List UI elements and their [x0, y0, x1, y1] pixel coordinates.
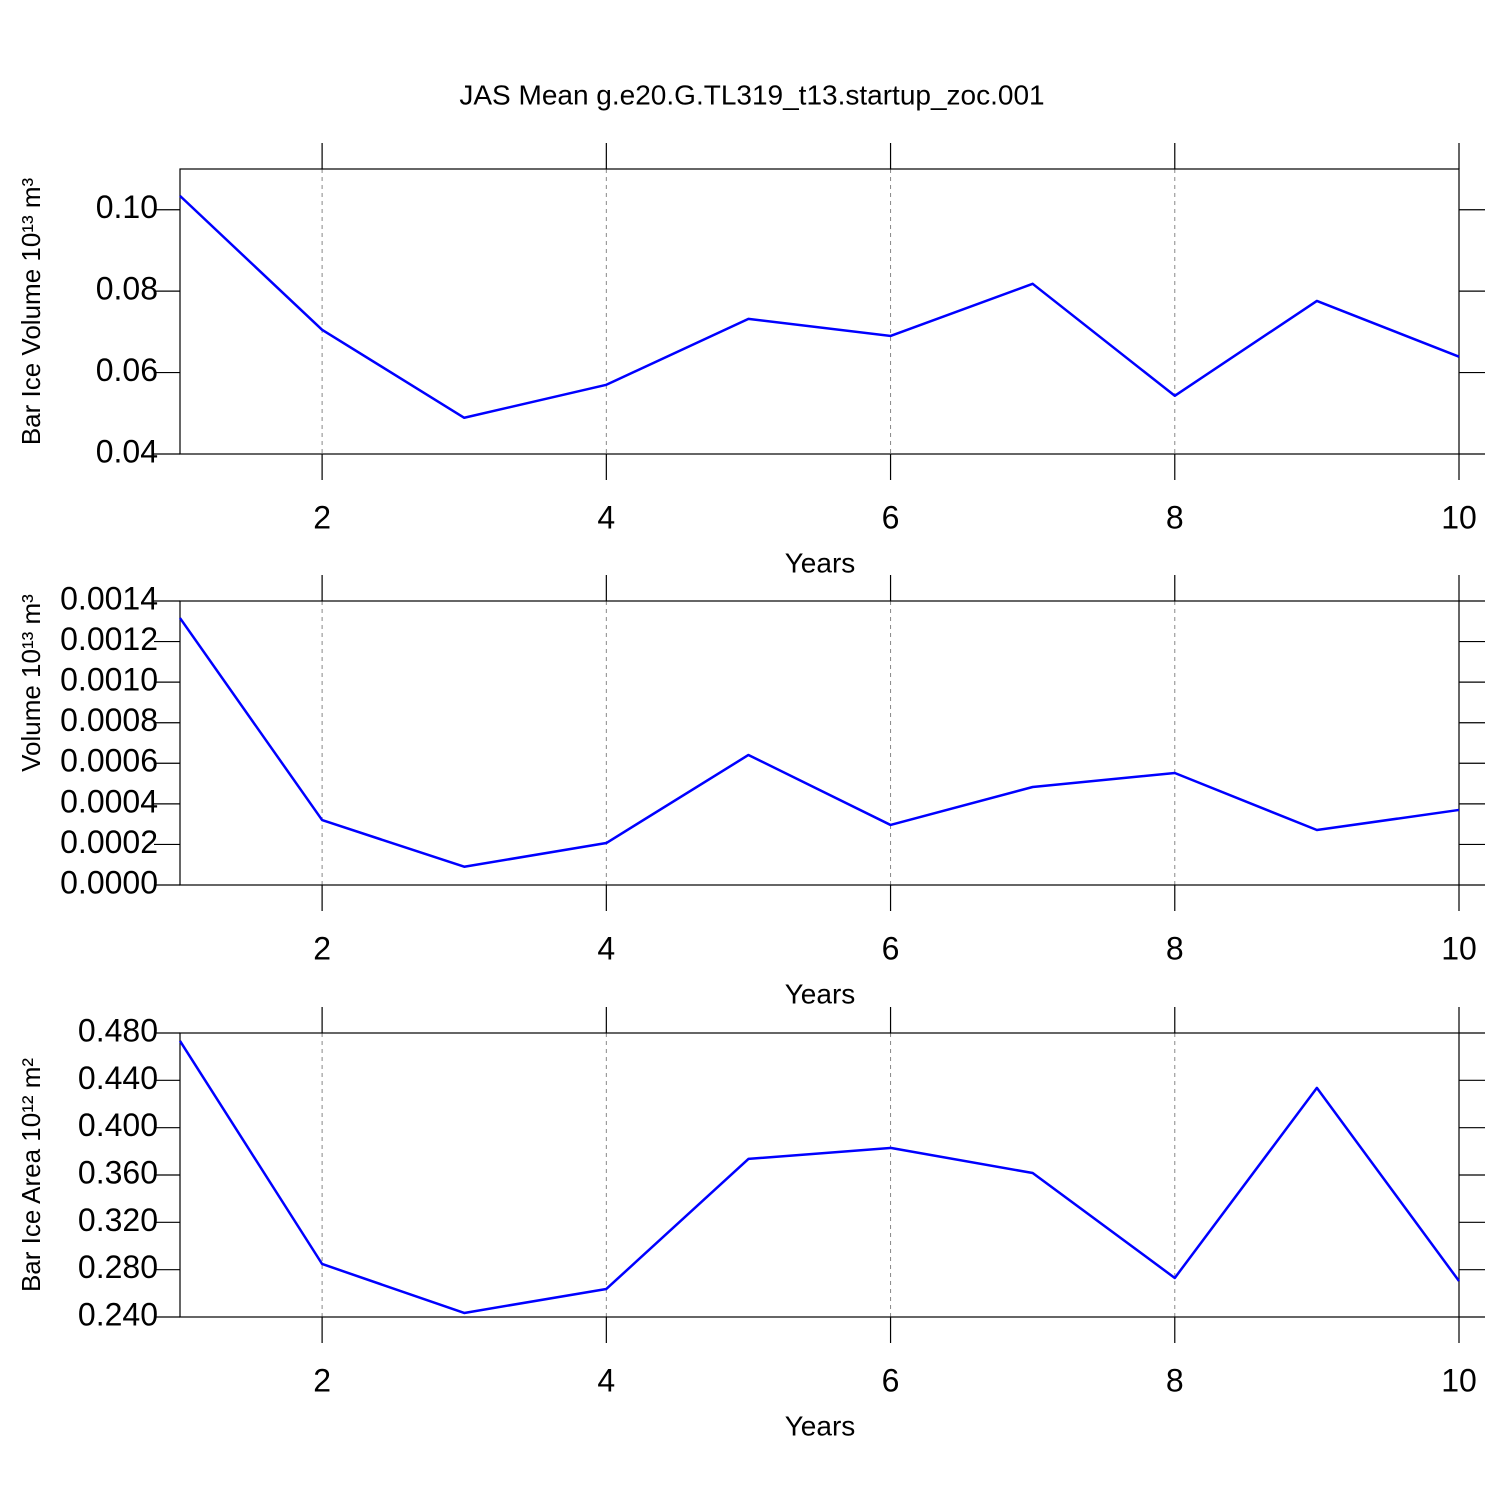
y-axis-label: Bar Snow Volume 10¹³ m³ [16, 594, 46, 892]
x-tick-label: 4 [597, 499, 615, 535]
x-tick-label: 6 [882, 930, 900, 966]
x-tick-label: 4 [597, 930, 615, 966]
x-tick-label: 10 [1441, 930, 1477, 966]
figure-title: JAS Mean g.e20.G.TL319_t13.startup_zoc.0… [459, 79, 1044, 110]
x-tick-label: 6 [882, 1362, 900, 1398]
x-axis-label: Years [785, 978, 856, 1009]
y-tick-label: 0.0010 [60, 662, 158, 698]
x-tick-label: 8 [1166, 499, 1184, 535]
y-tick-label: 0.400 [78, 1107, 158, 1143]
y-tick-label: 0.10 [96, 189, 158, 225]
y-axis-label: Bar Ice Volume 10¹³ m³ [16, 178, 46, 446]
y-axis-label: Bar Ice Area 10¹² m² [16, 1058, 46, 1292]
x-tick-label: 2 [313, 499, 331, 535]
y-tick-label: 0.320 [78, 1202, 158, 1238]
y-tick-label: 0.0008 [60, 702, 158, 738]
data-line [179, 194, 1460, 420]
x-axis-label: Years [785, 1410, 856, 1441]
y-tick-label: 0.0012 [60, 621, 158, 657]
y-tick-label: 0.280 [78, 1249, 158, 1285]
y-tick-label: 0.240 [78, 1296, 158, 1332]
y-tick-label: 0.0000 [60, 864, 158, 900]
y-tick-label: 0.440 [78, 1060, 158, 1096]
y-tick-label: 0.0014 [60, 580, 158, 616]
x-tick-label: 8 [1166, 1362, 1184, 1398]
y-tick-label: 0.0004 [60, 783, 158, 819]
y-tick-label: 0.08 [96, 271, 158, 307]
x-axis-label: Years [785, 547, 856, 578]
y-tick-label: 0.0002 [60, 824, 158, 860]
y-tick-label: 0.06 [96, 352, 158, 388]
data-line [178, 617, 1460, 868]
x-tick-label: 8 [1166, 930, 1184, 966]
plot-frame [179, 600, 1460, 886]
plot-frame [179, 1032, 1460, 1318]
x-tick-label: 6 [882, 499, 900, 535]
y-tick-label: 0.360 [78, 1154, 158, 1190]
y-tick-label: 0.0006 [60, 743, 158, 779]
x-tick-label: 10 [1441, 1362, 1477, 1398]
plot-frame [179, 168, 1460, 455]
x-tick-label: 4 [597, 1362, 615, 1398]
x-tick-label: 2 [313, 930, 331, 966]
data-line [178, 1040, 1461, 1315]
x-tick-label: 2 [313, 1362, 331, 1398]
y-tick-label: 0.04 [96, 433, 158, 469]
y-tick-label: 0.480 [78, 1012, 158, 1048]
x-tick-label: 10 [1441, 499, 1477, 535]
